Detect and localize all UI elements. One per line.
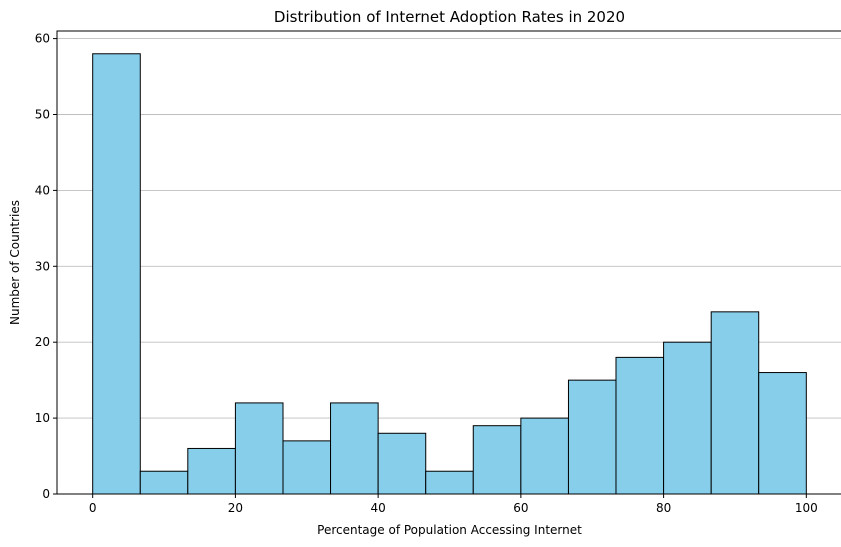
chart-title: Distribution of Internet Adoption Rates … — [274, 8, 625, 26]
bar-13 — [710, 311, 760, 495]
bar-4 — [282, 440, 332, 495]
y-tick-label-30: 30 — [35, 259, 50, 273]
axis-ticks: 0 20 40 60 80 100 0 10 20 30 40 50 60 — [35, 32, 818, 515]
bar-2 — [187, 447, 236, 495]
bar-9 — [520, 417, 569, 495]
histogram-bars — [92, 53, 807, 495]
bar-12 — [663, 341, 712, 495]
y-tick-label-60: 60 — [35, 32, 50, 46]
y-tick-label-20: 20 — [35, 335, 50, 349]
x-tick-label-80: 80 — [656, 501, 671, 515]
plot-frame — [56, 30, 841, 495]
x-tick-label-0: 0 — [89, 501, 97, 515]
x-tick-label-100: 100 — [795, 501, 818, 515]
y-tick-label-50: 50 — [35, 107, 50, 121]
bar-11 — [615, 356, 665, 495]
bar-8 — [472, 425, 522, 495]
bar-10 — [567, 379, 617, 495]
bar-6 — [377, 432, 427, 495]
bar-7 — [425, 470, 474, 495]
x-axis-label: Percentage of Population Accessing Inter… — [317, 523, 582, 537]
bar-0 — [92, 53, 141, 495]
y-tick-label-0: 0 — [42, 487, 50, 501]
x-tick-label-60: 60 — [513, 501, 528, 515]
x-tick-label-40: 40 — [370, 501, 385, 515]
y-tick-label-10: 10 — [35, 411, 50, 425]
bar-5 — [330, 402, 379, 495]
bar-3 — [234, 402, 284, 495]
bar-1 — [139, 470, 189, 495]
y-tick-label-40: 40 — [35, 183, 50, 197]
y-axis-label: Number of Countries — [8, 200, 22, 325]
x-tick-label-20: 20 — [228, 501, 243, 515]
bar-14 — [758, 372, 807, 495]
